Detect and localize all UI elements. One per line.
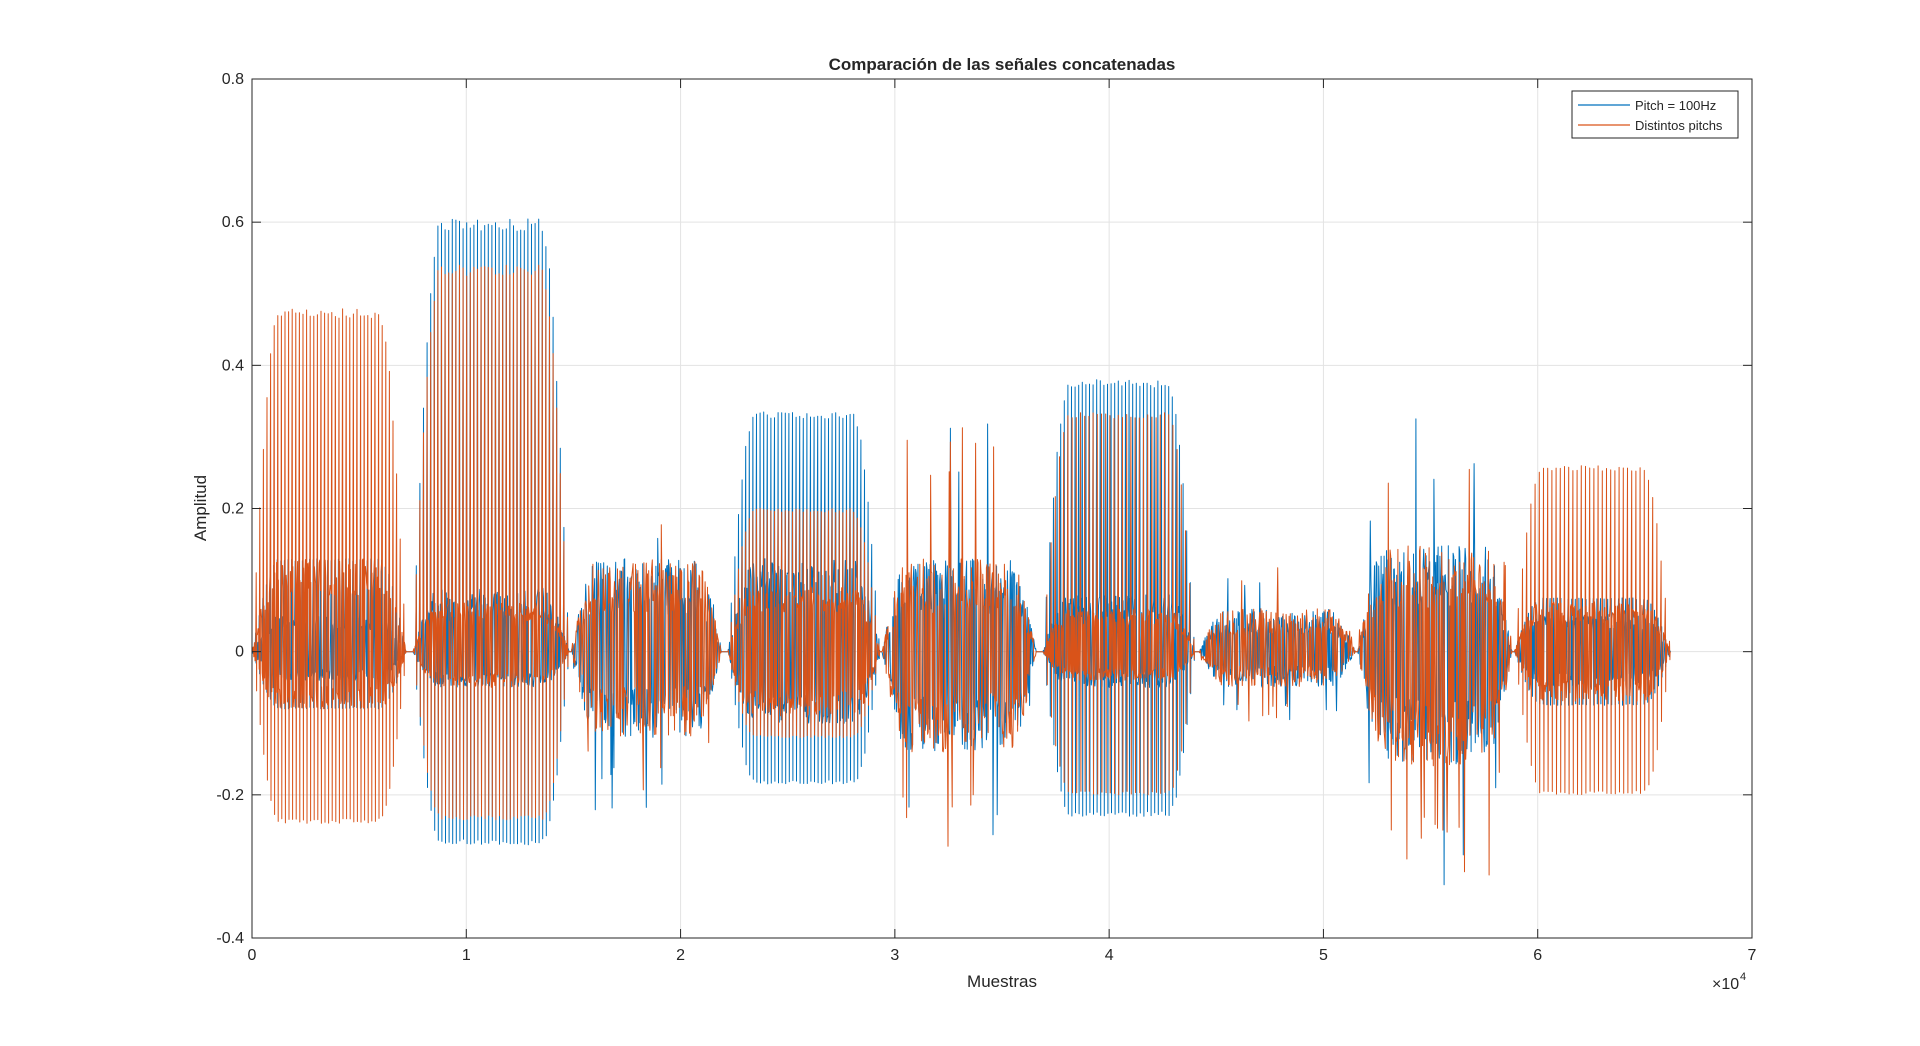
x-axis-exponent: ×10 4 (1712, 971, 1746, 993)
x-tick-label: 0 (248, 947, 257, 964)
x-tick-label: 5 (1319, 947, 1328, 964)
x-tick-label: 6 (1533, 947, 1542, 964)
y-tick-label: 0.2 (222, 501, 244, 518)
x-axis-label: Muestras (967, 972, 1037, 991)
y-tick-label: -0.2 (216, 787, 244, 804)
signal-data (251, 218, 1672, 886)
series-distintos-pitchs (251, 264, 1672, 876)
x-tick-label: 2 (676, 947, 685, 964)
y-tick-label: 0.4 (222, 357, 244, 374)
x-tick-label: 4 (1105, 947, 1114, 964)
y-tick-label: 0 (235, 644, 244, 661)
y-axis-label: Amplitud (191, 475, 210, 541)
axis-ticks: 0 1 2 3 4 5 6 7 -0.4 -0.2 0 0.2 0.4 0.6 0.8 (216, 71, 1756, 964)
x-tick-label: 3 (890, 947, 899, 964)
legend-label-distintos-pitchs: Distintos pitchs (1635, 118, 1723, 133)
svg-text:×10: ×10 (1712, 976, 1739, 993)
svg-text:4: 4 (1740, 971, 1746, 983)
legend-label-pitch-100hz: Pitch = 100Hz (1635, 98, 1716, 113)
y-tick-label: 0.6 (222, 214, 244, 231)
y-tick-label: -0.4 (216, 930, 244, 947)
x-tick-label: 1 (462, 947, 471, 964)
legend: Pitch = 100Hz Distintos pitchs (1571, 90, 1739, 139)
signal-line (251, 264, 1672, 876)
legend-box (1571, 90, 1739, 139)
x-tick-label: 7 (1748, 947, 1757, 964)
y-tick-label: 0.8 (222, 71, 244, 88)
chart-title: Comparación de las señales concatenadas (829, 55, 1176, 74)
